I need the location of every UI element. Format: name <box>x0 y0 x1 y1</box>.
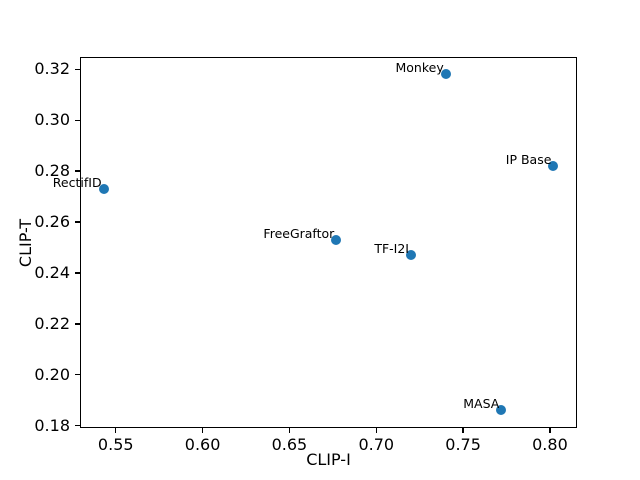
y-tick-label: 0.18 <box>34 415 70 435</box>
y-tick-mark <box>75 323 81 325</box>
data-point-label-ip-base: IP Base <box>505 152 552 168</box>
y-tick-label: 0.22 <box>34 313 70 333</box>
y-tick-label: 0.28 <box>34 161 70 181</box>
y-tick-mark <box>75 170 81 172</box>
y-tick-mark <box>75 119 81 121</box>
x-tick-mark <box>115 427 117 433</box>
y-tick-mark <box>75 425 81 427</box>
data-point-ip-base <box>548 161 559 172</box>
y-tick-label: 0.24 <box>34 262 70 282</box>
x-tick-mark <box>288 427 291 433</box>
data-point-label-rectifid: RectifID <box>52 174 102 190</box>
y-tick-label: 0.26 <box>34 212 70 232</box>
data-point-freegraftor <box>331 234 342 245</box>
x-tick-mark <box>549 427 551 433</box>
data-point-label-freegraftor: FreeGraftor <box>263 225 335 241</box>
y-tick-mark <box>75 68 81 70</box>
data-point-label-monkey: Monkey <box>395 60 444 76</box>
x-tick-mark <box>375 427 377 433</box>
x-axis-label: CLIP-I <box>306 450 351 469</box>
data-point-tf-i2i <box>406 250 416 261</box>
x-tick-label: 0.75 <box>445 434 481 454</box>
data-point-label-masa: MASA <box>463 396 500 412</box>
data-point-rectifid <box>98 183 109 194</box>
y-tick-mark <box>75 272 81 274</box>
x-tick-mark <box>462 427 464 433</box>
y-axis-label: CLIP-T <box>16 218 35 267</box>
y-tick-mark <box>75 221 81 223</box>
x-tick-label: 0.60 <box>184 434 221 454</box>
x-tick-label: 0.55 <box>97 434 134 454</box>
y-tick-label: 0.32 <box>34 59 70 79</box>
x-tick-label: 0.80 <box>532 434 568 454</box>
y-tick-label: 0.30 <box>34 110 70 130</box>
y-tick-label: 0.20 <box>34 364 70 384</box>
data-point-masa <box>496 405 507 416</box>
data-point-monkey <box>440 69 451 80</box>
x-tick-mark <box>201 427 204 433</box>
data-point-label-tf-i2i: TF-I2I <box>374 241 409 257</box>
y-tick-mark <box>75 374 81 376</box>
x-tick-label: 0.70 <box>358 434 395 454</box>
plot-area <box>80 56 577 428</box>
x-tick-label: 0.65 <box>271 434 308 454</box>
